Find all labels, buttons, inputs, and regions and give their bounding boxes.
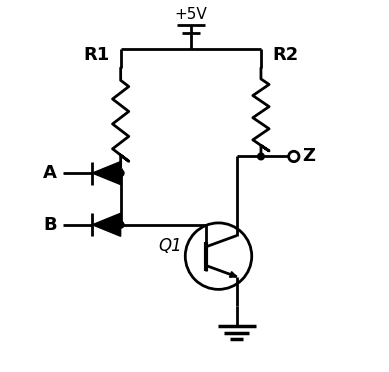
Text: Z: Z [303, 147, 315, 166]
Circle shape [258, 153, 264, 160]
Text: R1: R1 [83, 46, 110, 64]
Text: R2: R2 [272, 46, 298, 64]
Polygon shape [230, 272, 237, 277]
Polygon shape [92, 213, 121, 236]
Circle shape [117, 170, 124, 176]
Polygon shape [92, 161, 121, 185]
Text: Q1: Q1 [158, 237, 182, 255]
Text: B: B [44, 216, 57, 234]
Text: A: A [43, 164, 57, 182]
Text: +5V: +5V [174, 7, 207, 22]
Circle shape [117, 221, 124, 228]
